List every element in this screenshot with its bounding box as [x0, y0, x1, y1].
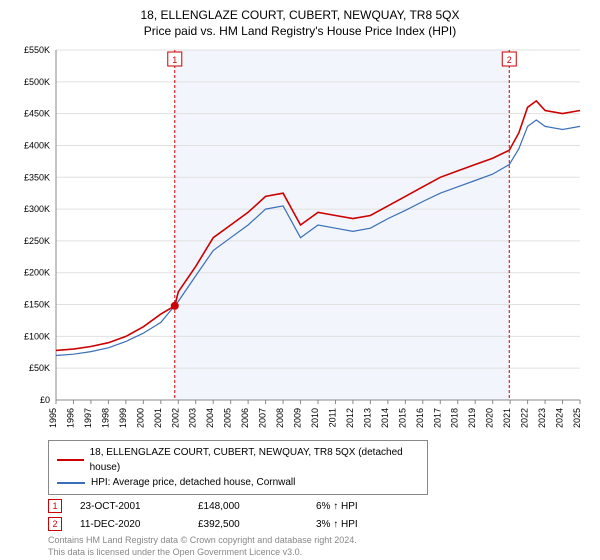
marker-delta-2: 3% ↑ HPI	[316, 519, 416, 530]
marker-delta-1: 6% ↑ HPI	[316, 501, 416, 512]
svg-text:2017: 2017	[432, 408, 442, 428]
svg-text:2007: 2007	[258, 408, 268, 428]
svg-text:£0: £0	[40, 395, 50, 405]
svg-text:2014: 2014	[380, 408, 390, 428]
marker-badge-1: 1	[48, 499, 62, 513]
line-chart-svg: £0 £50K £100K £150K £200K £250K £300K £350K £400…	[10, 44, 590, 434]
svg-text:2001: 2001	[153, 408, 163, 428]
svg-text:2005: 2005	[223, 408, 233, 428]
chart-area: £0 £50K £100K £150K £200K £250K £300K £350K £400…	[10, 44, 590, 434]
marker-row-1: 1 23-OCT-2001 £148,000 6% ↑ HPI	[48, 499, 580, 513]
chart-subtitle: Price paid vs. HM Land Registry's House …	[10, 24, 590, 38]
svg-text:2008: 2008	[275, 408, 285, 428]
legend-label-1: 18, ELLENGLAZE COURT, CUBERT, NEWQUAY, T…	[90, 445, 419, 475]
svg-text:2019: 2019	[467, 408, 477, 428]
svg-text:2013: 2013	[362, 408, 372, 428]
svg-text:£200K: £200K	[24, 268, 50, 278]
svg-text:2012: 2012	[345, 408, 355, 428]
marker-price-2: £392,500	[198, 519, 298, 530]
svg-text:£150K: £150K	[24, 300, 50, 310]
svg-text:1995: 1995	[48, 408, 58, 428]
legend-swatch-1	[57, 459, 84, 461]
svg-text:2024: 2024	[555, 408, 565, 428]
svg-text:1999: 1999	[118, 408, 128, 428]
legend-item-2: HPI: Average price, detached house, Corn…	[57, 475, 419, 490]
svg-text:£100K: £100K	[24, 331, 50, 341]
svg-text:£500K: £500K	[24, 77, 50, 87]
chart-container: 18, ELLENGLAZE COURT, CUBERT, NEWQUAY, T…	[0, 0, 600, 560]
svg-text:2002: 2002	[170, 408, 180, 428]
svg-text:2018: 2018	[450, 408, 460, 428]
svg-text:2020: 2020	[485, 408, 495, 428]
svg-text:2015: 2015	[397, 408, 407, 428]
chart-title: 18, ELLENGLAZE COURT, CUBERT, NEWQUAY, T…	[10, 8, 590, 22]
svg-text:£400K: £400K	[24, 140, 50, 150]
svg-text:2006: 2006	[240, 408, 250, 428]
svg-text:2000: 2000	[135, 408, 145, 428]
marker-price-1: £148,000	[198, 501, 298, 512]
svg-text:2022: 2022	[520, 408, 530, 428]
svg-text:2009: 2009	[293, 408, 303, 428]
svg-text:2021: 2021	[502, 408, 512, 428]
svg-text:2016: 2016	[415, 408, 425, 428]
svg-text:2004: 2004	[205, 408, 215, 428]
svg-text:1998: 1998	[100, 408, 110, 428]
legend: 18, ELLENGLAZE COURT, CUBERT, NEWQUAY, T…	[48, 440, 428, 495]
svg-text:1997: 1997	[83, 408, 93, 428]
marker-table: 1 23-OCT-2001 £148,000 6% ↑ HPI 2 11-DEC…	[48, 499, 580, 531]
attribution: Contains HM Land Registry data © Crown c…	[48, 535, 580, 558]
legend-label-2: HPI: Average price, detached house, Corn…	[91, 475, 295, 490]
svg-text:£350K: £350K	[24, 172, 50, 182]
marker-date-1: 23-OCT-2001	[80, 501, 180, 512]
svg-text:2023: 2023	[537, 408, 547, 428]
marker-badge-2: 2	[48, 517, 62, 531]
svg-text:2: 2	[507, 55, 512, 65]
svg-text:2025: 2025	[572, 408, 582, 428]
svg-text:£250K: £250K	[24, 236, 50, 246]
svg-text:1: 1	[172, 55, 177, 65]
marker-row-2: 2 11-DEC-2020 £392,500 3% ↑ HPI	[48, 517, 580, 531]
svg-text:2003: 2003	[188, 408, 198, 428]
svg-text:£50K: £50K	[29, 363, 50, 373]
svg-text:£450K: £450K	[24, 109, 50, 119]
svg-text:2011: 2011	[327, 408, 337, 427]
svg-text:£550K: £550K	[24, 45, 50, 55]
svg-text:2010: 2010	[310, 408, 320, 428]
svg-text:£300K: £300K	[24, 204, 50, 214]
legend-item-1: 18, ELLENGLAZE COURT, CUBERT, NEWQUAY, T…	[57, 445, 419, 475]
svg-text:1996: 1996	[65, 408, 75, 428]
legend-swatch-2	[57, 482, 85, 484]
attribution-line-1: Contains HM Land Registry data © Crown c…	[48, 535, 580, 547]
attribution-line-2: This data is licensed under the Open Gov…	[48, 547, 580, 559]
marker-date-2: 11-DEC-2020	[80, 519, 180, 530]
